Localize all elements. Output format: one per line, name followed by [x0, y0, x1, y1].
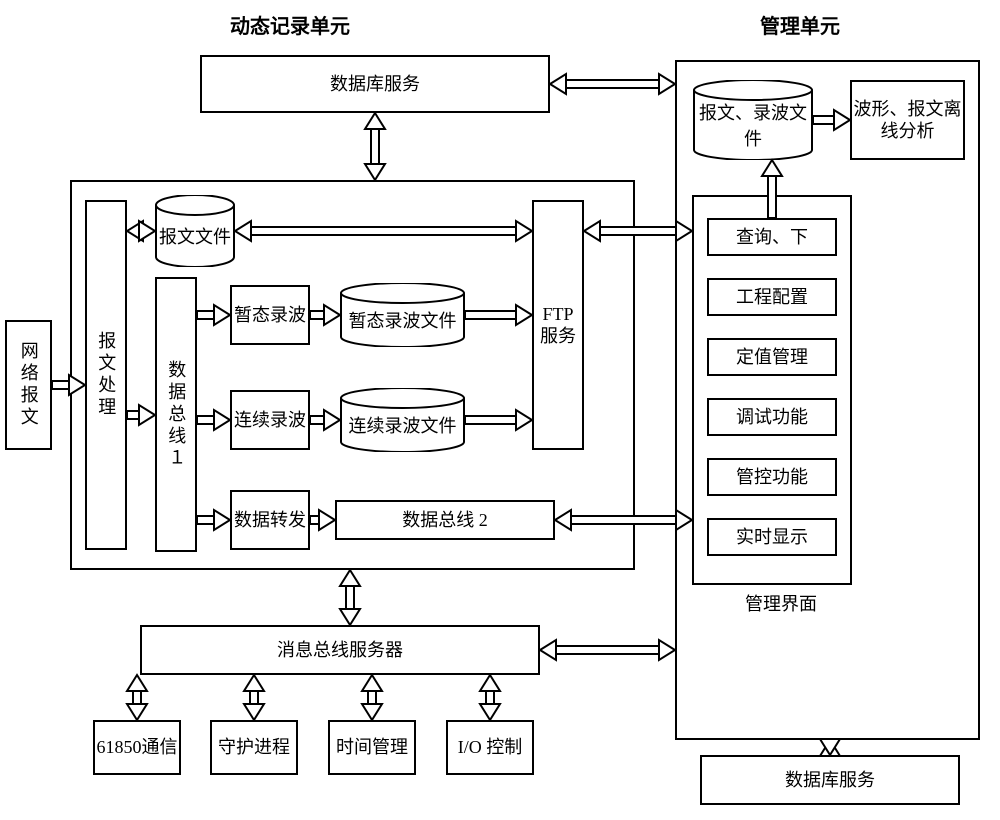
mgmt-item-realtime-label: 实时显示: [736, 526, 808, 549]
mgmt-item-config-label: 工程配置: [736, 286, 808, 309]
db-service-bottom: 数据库服务: [700, 755, 960, 805]
message-bus-server: 消息总线服务器: [140, 625, 540, 675]
continuous-record-label: 连续录波: [234, 409, 306, 432]
io-control-label: I/O 控制: [458, 736, 523, 759]
mgmt-item-control: 管控功能: [707, 458, 837, 496]
mgmt-item-debug-label: 调试功能: [736, 406, 808, 429]
continuous-file-label: 连续录波文件: [349, 412, 457, 438]
continuous-record: 连续录波: [230, 390, 310, 450]
db-service-top-label: 数据库服务: [330, 73, 420, 96]
wave-offline-analysis: 波形、报文离线分析: [850, 80, 965, 160]
msg-wave-file-label: 报文、录波文件: [693, 99, 813, 151]
ftp-service-label: FTP服务: [534, 303, 582, 348]
mgmt-item-control-label: 管控功能: [736, 466, 808, 489]
mgmt-item-setting-label: 定值管理: [736, 346, 808, 369]
wave-offline-analysis-label: 波形、报文离线分析: [852, 98, 963, 143]
transient-record-label: 暂态录波: [234, 304, 306, 327]
message-processing-label: 报文处理: [95, 331, 118, 419]
transient-record: 暂态录波: [230, 285, 310, 345]
time-management: 时间管理: [328, 720, 416, 775]
message-processing: 报文处理: [85, 200, 127, 550]
data-bus-2-label: 数据总线 2: [402, 509, 488, 532]
mgmt-item-config: 工程配置: [707, 278, 837, 316]
daemon-process: 守护进程: [210, 720, 298, 775]
network-message-label: 网络报文: [17, 341, 40, 429]
mgmt-item-query: 查询、下: [707, 218, 837, 256]
mgmt-item-setting: 定值管理: [707, 338, 837, 376]
io-control: I/O 控制: [446, 720, 534, 775]
daemon-process-label: 守护进程: [218, 736, 290, 759]
mgmt-item-query-label: 查询、下: [736, 226, 808, 249]
msg-wave-file-cyl: 报文、录波文件: [693, 80, 813, 160]
time-management-label: 时间管理: [336, 736, 408, 759]
db-service-bottom-label: 数据库服务: [785, 769, 875, 792]
transient-file-cyl: 暂态录波文件: [340, 283, 465, 347]
iec61850-comm: 61850通信: [93, 720, 181, 775]
data-bus-2: 数据总线 2: [335, 500, 555, 540]
data-forward-label: 数据转发: [234, 509, 306, 532]
title-right-unit: 管理单元: [760, 10, 840, 39]
diagram-root: { "titles": { "left_unit": "动态记录单元", "ri…: [0, 0, 1000, 820]
data-bus-1: 数据总线１: [155, 277, 197, 552]
mgmt-item-debug: 调试功能: [707, 398, 837, 436]
data-bus-1-label: 数据总线１: [165, 360, 188, 470]
message-file-label: 报文文件: [159, 223, 231, 249]
data-forward: 数据转发: [230, 490, 310, 550]
message-file-cyl: 报文文件: [155, 195, 235, 267]
continuous-file-cyl: 连续录波文件: [340, 388, 465, 452]
ftp-service: FTP服务: [532, 200, 584, 450]
mgmt-ui-caption: 管理界面: [745, 590, 817, 616]
network-message: 网络报文: [5, 320, 52, 450]
title-left-unit: 动态记录单元: [230, 10, 350, 39]
transient-file-label: 暂态录波文件: [349, 307, 457, 333]
db-service-top: 数据库服务: [200, 55, 550, 113]
mgmt-item-realtime: 实时显示: [707, 518, 837, 556]
iec61850-comm-label: 61850通信: [97, 736, 178, 759]
message-bus-server-label: 消息总线服务器: [277, 639, 403, 662]
